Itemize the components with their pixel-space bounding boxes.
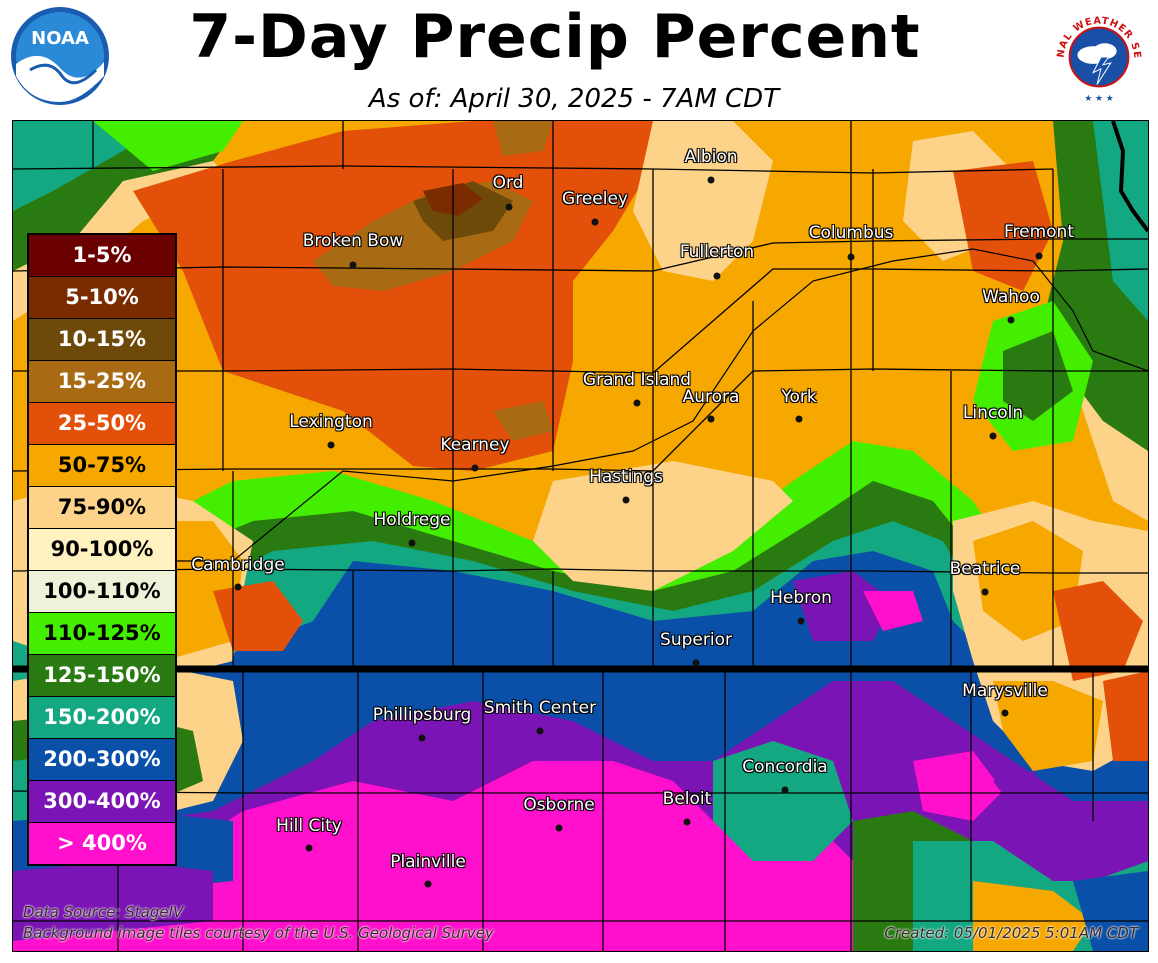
created-timestamp: Created: 05/01/2025 5:01AM CDT	[884, 924, 1138, 942]
city-label: Holdrege	[373, 510, 451, 530]
legend: 1-5% 5-10% 10-15% 15-25% 25-50% 50-75% 75-90% 9…	[27, 233, 177, 866]
city-dot	[424, 880, 432, 888]
city-label: Greeley	[562, 189, 628, 209]
background-credit-note: Background image tiles courtesy of the U…	[23, 924, 494, 942]
city-label: Cambridge	[191, 555, 285, 575]
legend-item: > 400%	[29, 823, 175, 864]
legend-item: 110-125%	[29, 613, 175, 654]
city-label: Hastings	[589, 467, 663, 487]
city-label: Aurora	[682, 387, 740, 407]
city-dot	[847, 253, 855, 261]
city-dot	[981, 588, 989, 596]
city-label: Albion	[684, 147, 738, 167]
city-dot	[555, 824, 563, 832]
legend-item: 10-15%	[29, 319, 175, 360]
city-dot	[989, 432, 997, 440]
city-dot	[622, 496, 630, 504]
city-dot	[795, 415, 803, 423]
city-dot	[471, 464, 479, 472]
precip-map: Ord Albion Greeley Broken Bow Fullerton Colum…	[12, 120, 1149, 952]
city-dot	[591, 218, 599, 226]
legend-item: 15-25%	[29, 361, 175, 402]
city-dot	[692, 659, 700, 667]
legend-item: 300-400%	[29, 781, 175, 822]
city-dot	[707, 176, 715, 184]
city-dot	[713, 272, 721, 280]
svg-text:★ ★ ★: ★ ★ ★	[1084, 94, 1113, 104]
city-label: Superior	[660, 630, 732, 650]
legend-item: 50-75%	[29, 445, 175, 486]
city-label: Hill City	[276, 816, 342, 836]
city-label: Osborne	[523, 795, 595, 815]
legend-item: 25-50%	[29, 403, 175, 444]
city-dot	[707, 415, 715, 423]
city-label: Beloit	[662, 789, 712, 809]
city-dot	[408, 539, 416, 547]
legend-item: 125-150%	[29, 655, 175, 696]
city-dot	[305, 844, 313, 852]
city-label: Kearney	[440, 435, 510, 455]
city-dot	[797, 617, 805, 625]
city-label: Wahoo	[982, 287, 1040, 307]
city-dot	[349, 261, 357, 269]
legend-item: 90-100%	[29, 529, 175, 570]
svg-text:NOAA: NOAA	[31, 28, 89, 49]
data-source-note: Data Source: StageIV	[23, 903, 184, 921]
legend-item: 100-110%	[29, 571, 175, 612]
precip-map-image	[13, 121, 1148, 951]
city-label: Smith Center	[483, 698, 597, 718]
city-label: Lincoln	[962, 403, 1024, 423]
noaa-logo: NOAA	[11, 7, 109, 105]
city-dot	[1035, 252, 1043, 260]
city-dot	[1007, 316, 1015, 324]
city-dot	[633, 399, 641, 407]
city-dot	[683, 818, 691, 826]
city-label: Columbus	[808, 223, 894, 243]
city-dot	[234, 583, 242, 591]
city-label: Lexington	[289, 412, 373, 432]
nws-logo: NATIONAL WEATHER SERVICE ★ ★ ★	[1050, 8, 1147, 105]
city-dot	[781, 786, 789, 794]
city-dot	[505, 203, 513, 211]
legend-item: 200-300%	[29, 739, 175, 780]
city-label: Broken Bow	[302, 231, 404, 251]
city-label: Plainville	[390, 852, 466, 872]
city-label: Grand Island	[582, 370, 692, 390]
city-label: Phillipsburg	[372, 705, 472, 725]
city-label: Fullerton	[679, 242, 755, 262]
city-label: Fremont	[1003, 222, 1075, 242]
page-title: 7-Day Precip Percent	[189, 2, 921, 72]
legend-item: 75-90%	[29, 487, 175, 528]
city-dot	[536, 727, 544, 735]
legend-item: 1-5%	[29, 235, 175, 276]
city-dot	[418, 734, 426, 742]
city-label: Concordia	[742, 757, 828, 777]
city-dot	[1001, 709, 1009, 717]
page-subtitle: As of: April 30, 2025 - 7AM CDT	[368, 84, 780, 114]
city-dot	[327, 441, 335, 449]
legend-item: 5-10%	[29, 277, 175, 318]
legend-item: 150-200%	[29, 697, 175, 738]
city-label: Ord	[492, 173, 524, 193]
city-label: Marysville	[962, 681, 1048, 701]
city-label: Hebron	[770, 588, 832, 608]
city-label: York	[781, 387, 817, 407]
city-label: Beatrice	[949, 559, 1021, 579]
